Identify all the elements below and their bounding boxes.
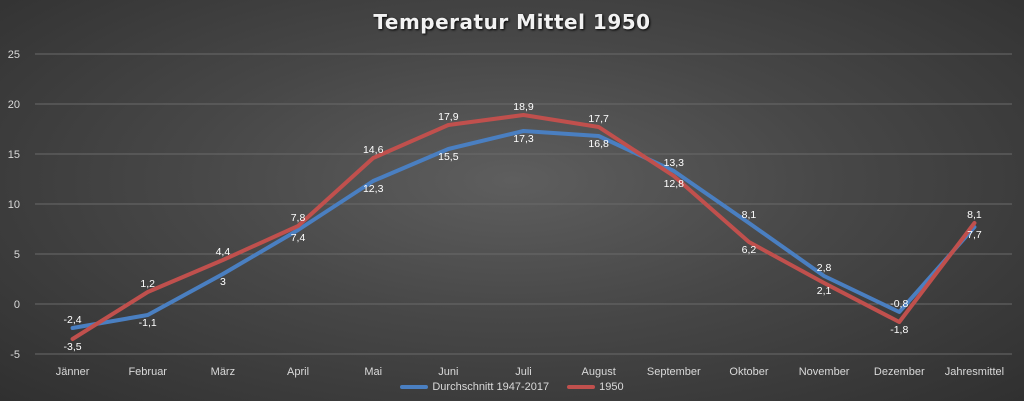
data-label-1950-11: -1,8 bbox=[890, 324, 908, 336]
x-tick-label-11: Dezember bbox=[874, 366, 925, 378]
x-tick-label-4: Mai bbox=[364, 366, 382, 378]
data-label-average-11: -0,8 bbox=[890, 298, 908, 310]
data-label-1950-3: 7,8 bbox=[291, 212, 306, 224]
data-label-average-0: -2,4 bbox=[64, 314, 82, 326]
y-tick-label-1: 0 bbox=[14, 299, 20, 311]
data-label-average-10: 2,8 bbox=[817, 262, 832, 274]
data-label-average-1: -1,1 bbox=[139, 317, 157, 329]
x-tick-label-0: Jänner bbox=[56, 366, 90, 378]
data-label-1950-10: 2,1 bbox=[817, 285, 832, 297]
chart-title: Temperatur Mittel 1950 bbox=[373, 10, 651, 34]
x-tick-label-5: Juni bbox=[438, 366, 458, 378]
x-tick-label-8: September bbox=[647, 366, 701, 378]
legend-label-average: Durchschnitt 1947-2017 bbox=[432, 381, 550, 393]
legend-item-average: Durchschnitt 1947-2017 bbox=[400, 381, 549, 393]
x-tick-label-10: November bbox=[799, 366, 850, 378]
y-tick-label-2: 5 bbox=[14, 249, 20, 261]
x-tick-label-6: Juli bbox=[515, 366, 532, 378]
data-label-1950-8: 12,8 bbox=[664, 178, 685, 190]
data-label-1950-4: 14,6 bbox=[363, 144, 384, 156]
legend-swatch-average bbox=[400, 385, 429, 389]
data-label-1950-1: 1,2 bbox=[140, 278, 155, 290]
series-line-1950 bbox=[70, 113, 977, 341]
data-label-1950-5: 17,9 bbox=[438, 111, 459, 123]
data-label-1950-0: -3,5 bbox=[64, 341, 82, 353]
data-label-1950-2: 4,4 bbox=[216, 246, 231, 258]
data-label-1950-9: 6,2 bbox=[742, 244, 757, 256]
data-label-average-8: 13,3 bbox=[664, 157, 685, 169]
x-tick-label-12: Jahresmittel bbox=[945, 366, 1004, 378]
data-label-average-12: 7,7 bbox=[967, 229, 982, 241]
data-label-average-6: 17,3 bbox=[513, 133, 534, 145]
data-label-1950-12: 8,1 bbox=[967, 209, 982, 221]
y-tick-label-0: -5 bbox=[10, 349, 20, 361]
x-tick-label-3: April bbox=[287, 366, 309, 378]
y-tick-label-4: 15 bbox=[8, 149, 20, 161]
y-tick-label-5: 20 bbox=[8, 99, 20, 111]
series-line-average bbox=[70, 129, 977, 330]
x-tick-label-2: März bbox=[211, 366, 235, 378]
x-tick-label-1: Februar bbox=[128, 366, 167, 378]
legend-swatch-1950 bbox=[567, 385, 596, 389]
data-label-1950-7: 17,7 bbox=[588, 113, 609, 125]
x-tick-label-7: August bbox=[582, 366, 616, 378]
legend: Durchschnitt 1947-2017 1950 bbox=[0, 381, 1024, 393]
y-tick-label-3: 10 bbox=[8, 199, 20, 211]
data-label-average-3: 7,4 bbox=[291, 232, 306, 244]
x-tick-label-9: Oktober bbox=[729, 366, 768, 378]
legend-label-1950: 1950 bbox=[599, 381, 624, 393]
data-label-average-4: 12,3 bbox=[363, 183, 384, 195]
data-label-average-9: 8,1 bbox=[742, 209, 757, 221]
legend-item-1950: 1950 bbox=[567, 381, 624, 393]
data-label-average-2: 3 bbox=[220, 276, 226, 288]
y-tick-label-6: 25 bbox=[8, 49, 20, 61]
data-label-average-7: 16,8 bbox=[588, 138, 609, 150]
data-label-average-5: 15,5 bbox=[438, 151, 459, 163]
data-label-1950-6: 18,9 bbox=[513, 101, 534, 113]
